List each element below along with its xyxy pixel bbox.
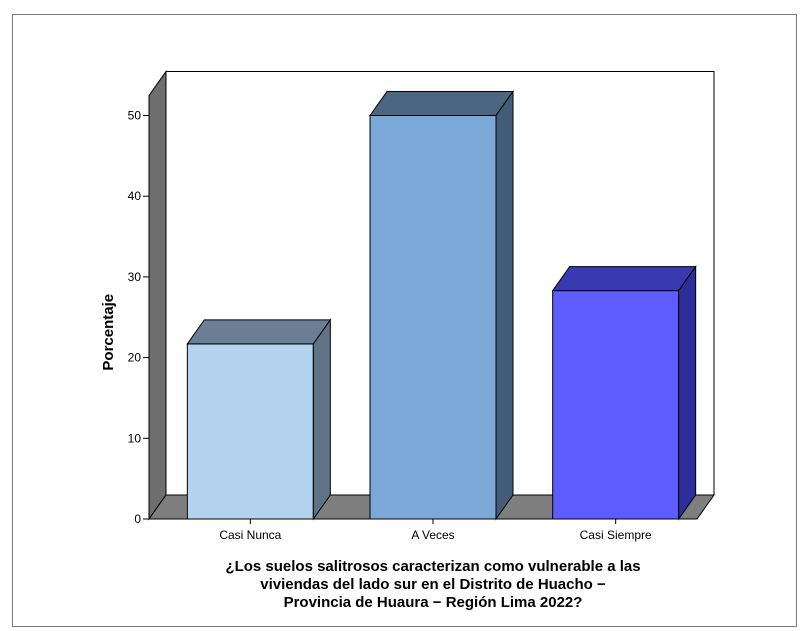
chart-frame: 0 10 20 30 40 50 Casi Nunca A Veces Casi Siempr…: [12, 14, 797, 627]
bar: [551, 265, 697, 521]
x-axis-title-line: viviendas del lado sur en el Distrito de…: [260, 576, 606, 593]
bar: [186, 318, 332, 521]
y-axis: 0 10 20 30 40 50: [128, 95, 150, 526]
y-tick-label: 40: [128, 189, 142, 203]
x-tick-label: A Veces: [411, 528, 454, 542]
bar-front: [186, 343, 314, 520]
x-tick-label: Casi Nunca: [219, 528, 281, 542]
x-axis-labels: Casi Nunca A Veces Casi Siempre: [219, 519, 652, 542]
bar-side: [495, 89, 514, 521]
y-tick-label: 50: [128, 109, 142, 123]
bar-side: [312, 318, 331, 521]
y-tick-label: 20: [128, 351, 142, 365]
bar-top: [551, 266, 697, 292]
y-tick-label: 0: [134, 512, 141, 526]
bar: [369, 89, 514, 521]
bar-front: [369, 115, 497, 520]
bar-front: [552, 290, 680, 520]
y-tick-label: 10: [128, 431, 142, 445]
x-tick-label: Casi Siempre: [580, 528, 652, 542]
bar-chart: 0 10 20 30 40 50 Casi Nunca A Veces Casi Siempr…: [100, 69, 715, 611]
left-wall: [148, 69, 167, 521]
y-tick-label: 30: [128, 270, 142, 284]
bars: [186, 89, 697, 521]
bar-top: [369, 91, 514, 116]
y-axis-title: Porcentaje: [100, 294, 117, 371]
x-axis-title-line: ¿Los suelos salitrosos caracterizan como…: [225, 558, 640, 575]
x-axis-title-line: Provincia de Huaura − Región Lima 2022?: [284, 594, 583, 611]
bar-top: [186, 319, 332, 345]
x-axis-title: ¿Los suelos salitrosos caracterizan como…: [225, 558, 640, 611]
bar-side: [678, 265, 697, 521]
